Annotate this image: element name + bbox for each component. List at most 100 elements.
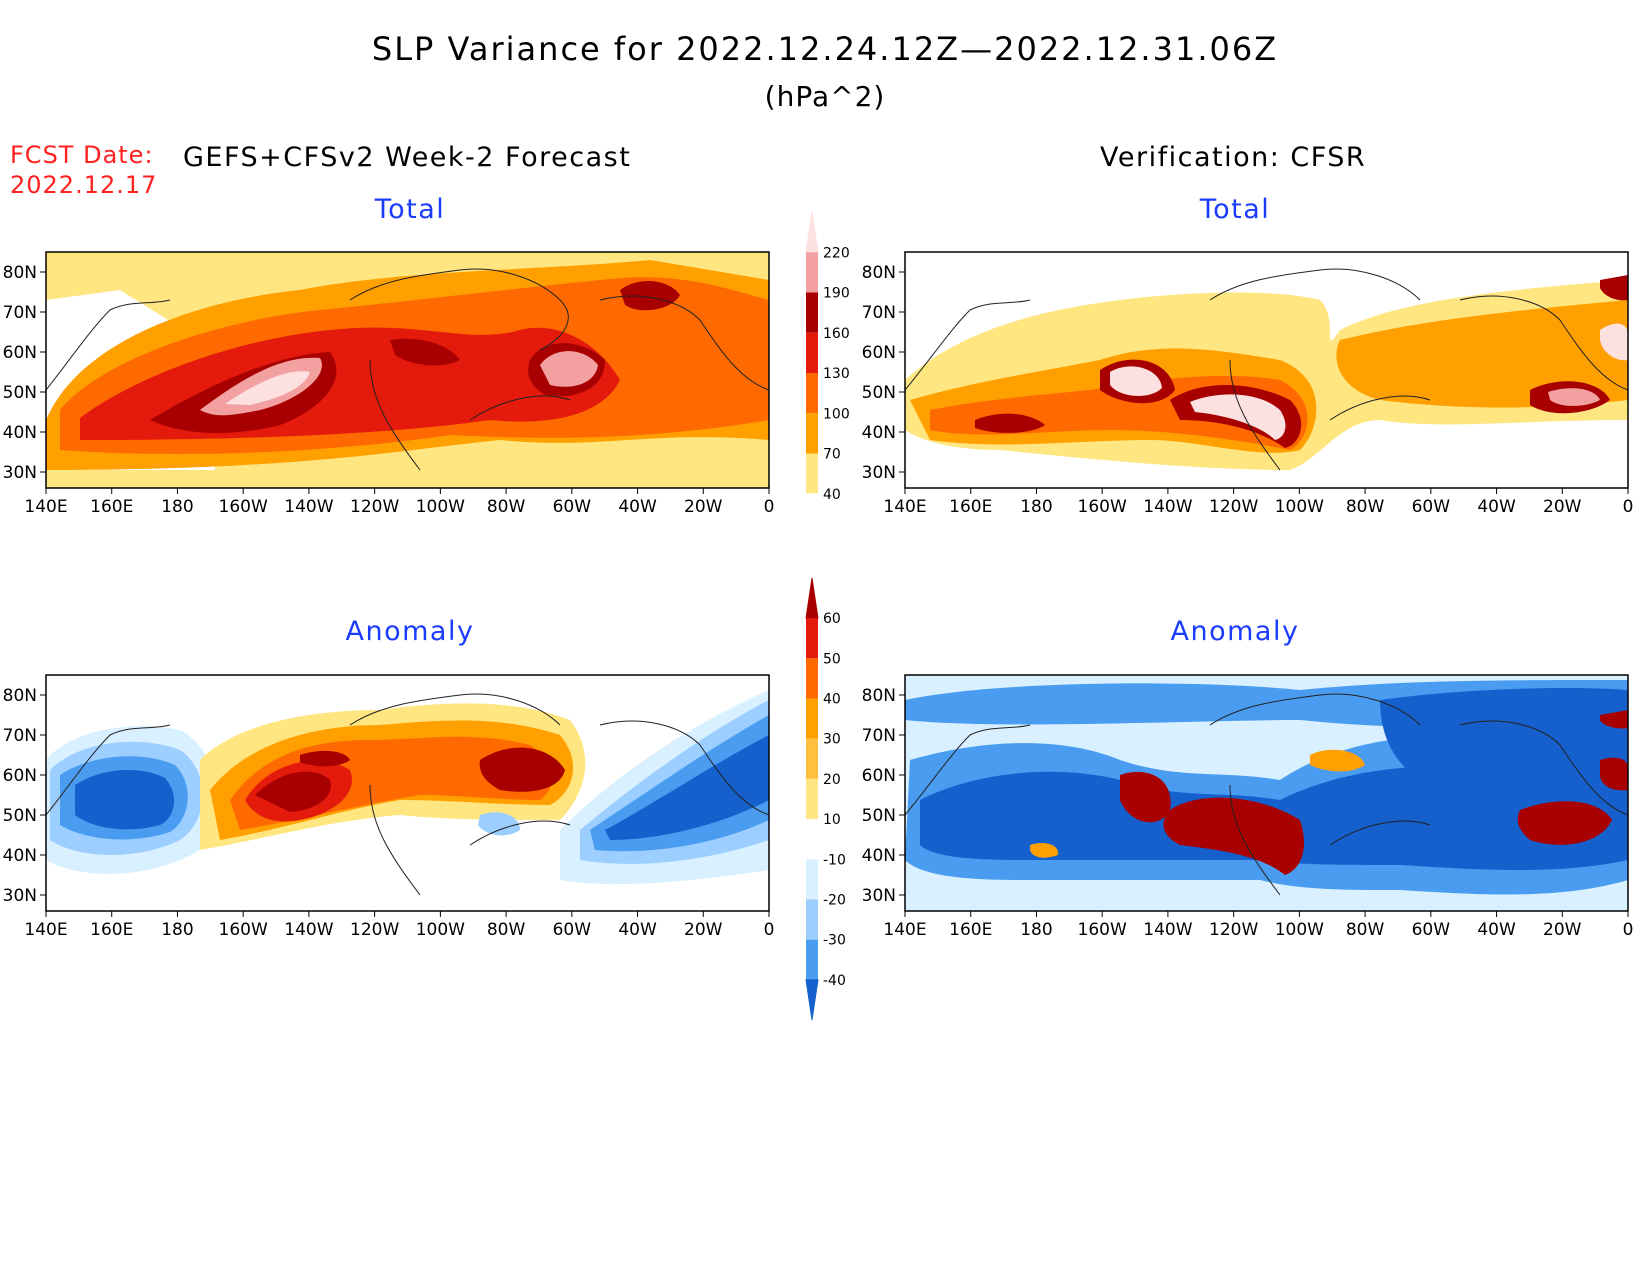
lon-tick-label: 120W	[350, 920, 399, 940]
axes-verification-anomaly: 140E 160E 180 160W 140W 120W 100W 80W 60W 40W 20W 0…	[862, 686, 1634, 940]
lon-tick-label: 0	[1623, 497, 1634, 517]
colorbar-swatch	[806, 899, 818, 940]
colorbar-label: -20	[823, 892, 846, 908]
panel-title-forecast-total: Total	[374, 194, 446, 225]
lat-tick-label: 80N	[3, 686, 37, 706]
colorbar-label: 40	[823, 692, 841, 708]
lat-tick-label: 40N	[3, 423, 37, 443]
lat-tick-label: 80N	[3, 263, 37, 283]
lon-tick-label: 40W	[618, 920, 657, 940]
lon-tick-label: 80W	[487, 497, 526, 517]
lon-tick-label: 0	[764, 920, 775, 940]
lon-tick-label: 80W	[1346, 497, 1385, 517]
colorbar-swatch	[806, 859, 818, 900]
map-verification-total: 140E 160E 180 160W 140W 120W 100W 80W 60W 40W 20W 0…	[862, 251, 1634, 517]
lat-tick-label: 50N	[862, 806, 896, 826]
colorbar-label: 60	[823, 611, 841, 627]
forecast-header: GEFS+CFSv2 Week-2 Forecast	[183, 142, 632, 173]
frame-forecast-total	[45, 251, 770, 489]
colorbar-swatch	[806, 373, 818, 414]
lon-tick-label: 140E	[883, 497, 926, 517]
colorbar-label: 10	[823, 812, 841, 828]
lon-tick-label: 100W	[416, 920, 465, 940]
colorbar-label: 30	[823, 732, 841, 748]
lat-tick-label: 30N	[862, 886, 896, 906]
colorbar-swatch	[806, 939, 818, 980]
colorbar-swatch	[806, 292, 818, 333]
anomaly-field-verification-anomaly	[905, 675, 1628, 911]
lon-tick-label: 80W	[1346, 920, 1385, 940]
colorbar-label: 100	[823, 406, 850, 422]
colorbar-swatch	[806, 413, 818, 454]
lon-tick-label: 60W	[1412, 497, 1451, 517]
lat-tick-label: 40N	[3, 846, 37, 866]
panel-title-verification-anomaly: Anomaly	[1170, 616, 1300, 647]
map-forecast-total: 140E 160E 180 160W 140W 120W 100W 80W 60W 40W 20W 0…	[3, 251, 775, 517]
colorbar-anomaly: 60 50 40 30 20 10 -10 -20 -30 -40	[805, 577, 846, 1021]
lon-tick-label: 160E	[90, 920, 133, 940]
colorbar-label: -10	[823, 852, 846, 868]
colorbar-swatch	[806, 618, 818, 659]
colorbar-label: 160	[823, 326, 850, 342]
axes-verification-total: 140E 160E 180 160W 140W 120W 100W 80W 60W 40W 20W 0…	[862, 263, 1634, 517]
lon-tick-label: 140E	[883, 920, 926, 940]
axes-forecast-anomaly: 140E 160E 180 160W 140W 120W 100W 80W 60W 40W 20W 0…	[3, 686, 775, 940]
lon-tick-label: 20W	[1543, 920, 1582, 940]
lat-tick-label: 40N	[862, 846, 896, 866]
lon-tick-label: 0	[764, 497, 775, 517]
lon-tick-label: 120W	[350, 497, 399, 517]
colorbar-label: 130	[823, 366, 850, 382]
forecast-date-block: FCST Date: 2022.12.17	[10, 140, 157, 200]
lon-tick-label: 180	[1020, 497, 1052, 517]
lon-tick-label: 140W	[284, 920, 333, 940]
coastlines-forecast-total	[46, 268, 769, 471]
panel-title-verification-total: Total	[1199, 194, 1271, 225]
lon-tick-label: 180	[1020, 920, 1052, 940]
colorbar-label: 70	[823, 447, 841, 463]
colorbar-swatch	[805, 979, 819, 1021]
colorbar-label: 50	[823, 651, 841, 667]
coastlines-verification-total	[905, 268, 1628, 471]
colorbar-swatch	[806, 252, 818, 293]
lat-tick-label: 70N	[862, 303, 896, 323]
colorbar-swatch	[806, 658, 818, 699]
lon-tick-label: 160W	[219, 497, 268, 517]
lon-tick-label: 160W	[219, 920, 268, 940]
lon-tick-label: 100W	[1275, 920, 1324, 940]
lon-tick-label: 100W	[1275, 497, 1324, 517]
colorbar-label: 40	[823, 487, 841, 503]
colorbar-label: 20	[823, 772, 841, 788]
lon-tick-label: 60W	[553, 497, 592, 517]
lat-tick-label: 60N	[862, 766, 896, 786]
frame-verification-total	[904, 251, 1629, 489]
lat-tick-label: 50N	[3, 383, 37, 403]
colorbar-swatch	[806, 778, 818, 820]
lat-tick-label: 60N	[3, 343, 37, 363]
forecast-date-label: FCST Date:	[10, 141, 154, 169]
forecast-date-value: 2022.12.17	[10, 171, 158, 199]
lon-tick-label: 20W	[1543, 497, 1582, 517]
lon-tick-label: 60W	[1412, 920, 1451, 940]
lat-tick-label: 30N	[3, 463, 37, 483]
lon-tick-label: 0	[1623, 920, 1634, 940]
lon-tick-label: 80W	[487, 920, 526, 940]
lon-tick-label: 40W	[1477, 920, 1516, 940]
colorbar-total: 220 190 160 130 100 70 40	[805, 211, 850, 535]
lon-tick-label: 140W	[1143, 497, 1192, 517]
lon-tick-label: 140W	[284, 497, 333, 517]
colorbar-swatch	[805, 211, 819, 253]
lon-tick-label: 120W	[1209, 497, 1258, 517]
colorbar-swatch	[806, 453, 818, 494]
lat-tick-label: 70N	[862, 726, 896, 746]
lon-tick-label: 60W	[553, 920, 592, 940]
lon-tick-label: 180	[161, 497, 193, 517]
lon-tick-label: 160E	[949, 920, 992, 940]
lat-tick-label: 50N	[3, 806, 37, 826]
colorbar-swatch	[806, 332, 818, 373]
lat-tick-label: 30N	[3, 886, 37, 906]
colorbar-swatch	[806, 698, 818, 739]
frame-forecast-anomaly	[45, 674, 770, 912]
map-verification-anomaly: 140E 160E 180 160W 140W 120W 100W 80W 60W 40W 20W 0…	[862, 674, 1634, 940]
lat-tick-label: 70N	[3, 726, 37, 746]
